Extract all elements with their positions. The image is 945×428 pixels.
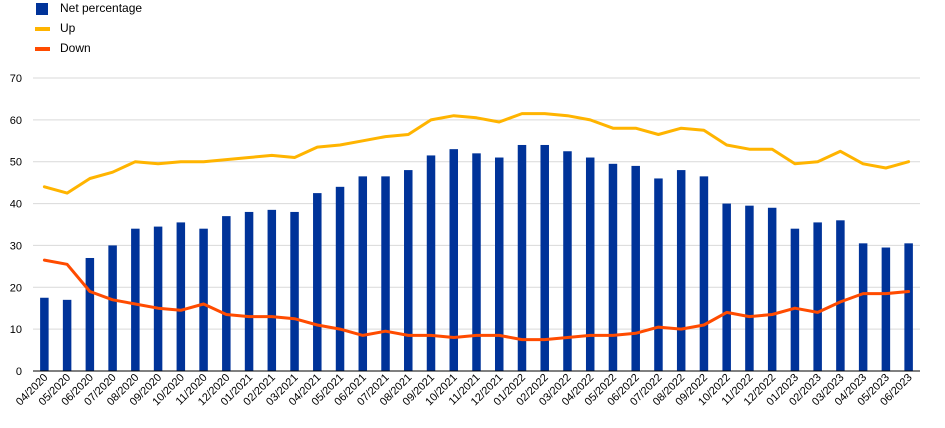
bar-net-percentage <box>608 163 618 371</box>
bar-net-percentage <box>813 222 822 371</box>
y-tick-label: 70 <box>10 73 22 85</box>
line-series <box>42 112 911 342</box>
y-tick-label: 40 <box>10 199 22 211</box>
bar-net-percentage <box>472 153 481 371</box>
bar-net-percentage <box>62 299 72 371</box>
y-tick-label: 0 <box>16 366 22 378</box>
legend-label: Up <box>60 21 76 35</box>
bar-net-percentage <box>858 243 868 371</box>
bar-net-percentage <box>904 243 913 371</box>
y-tick-label: 10 <box>10 324 22 336</box>
bar-net-percentage <box>40 297 49 371</box>
bar-net-percentage <box>540 144 549 371</box>
legend: Net percentage Up Down <box>35 1 142 55</box>
bar-net-percentage <box>699 176 709 371</box>
bar-net-percentage <box>517 144 527 371</box>
x-axis: 04/202005/202006/202007/202008/202009/20… <box>14 370 920 408</box>
bar-net-percentage <box>881 247 891 371</box>
bar-net-percentage <box>631 165 640 371</box>
bar-net-percentage <box>676 170 686 371</box>
bar-net-percentage <box>722 203 731 371</box>
bar-net-percentage <box>153 226 163 371</box>
legend-label: Down <box>60 41 91 55</box>
legend-swatch <box>35 27 50 31</box>
bar-net-percentage <box>108 245 117 371</box>
bar-net-percentage <box>85 257 95 371</box>
bar-net-percentage <box>176 222 186 371</box>
bar-net-percentage <box>494 157 504 371</box>
bar-net-percentage <box>449 149 459 371</box>
bar-net-percentage <box>199 228 208 371</box>
bar-net-percentage <box>358 176 368 371</box>
bar-net-percentage <box>563 151 572 371</box>
legend-label: Net percentage <box>60 1 142 15</box>
bar-net-percentage <box>313 193 322 371</box>
line-down <box>42 258 911 342</box>
bar-net-percentage <box>790 228 800 371</box>
bar-net-percentage <box>244 211 254 371</box>
bar-net-percentage <box>654 178 663 371</box>
legend-swatch <box>35 47 50 51</box>
bar-net-percentage <box>426 155 436 371</box>
bar-net-percentage <box>131 228 140 371</box>
y-tick-label: 30 <box>10 240 22 252</box>
bar-net-percentage <box>585 157 595 371</box>
y-tick-label: 50 <box>10 157 22 169</box>
bar-net-percentage <box>222 216 231 371</box>
bar-net-percentage <box>335 186 345 371</box>
bar-net-percentage <box>836 220 845 371</box>
bar-series <box>40 144 913 371</box>
y-tick-label: 20 <box>10 282 22 294</box>
bar-net-percentage <box>267 209 277 371</box>
bar-net-percentage <box>381 176 390 371</box>
y-axis: 0 10 20 30 40 50 60 70 <box>10 73 22 378</box>
y-tick-label: 60 <box>10 115 22 127</box>
bar-net-percentage <box>767 207 777 371</box>
bar-net-percentage <box>404 170 413 371</box>
line-up <box>42 112 911 195</box>
legend-swatch <box>36 3 48 15</box>
bar-net-percentage <box>290 211 299 371</box>
bar-net-percentage <box>745 205 754 371</box>
